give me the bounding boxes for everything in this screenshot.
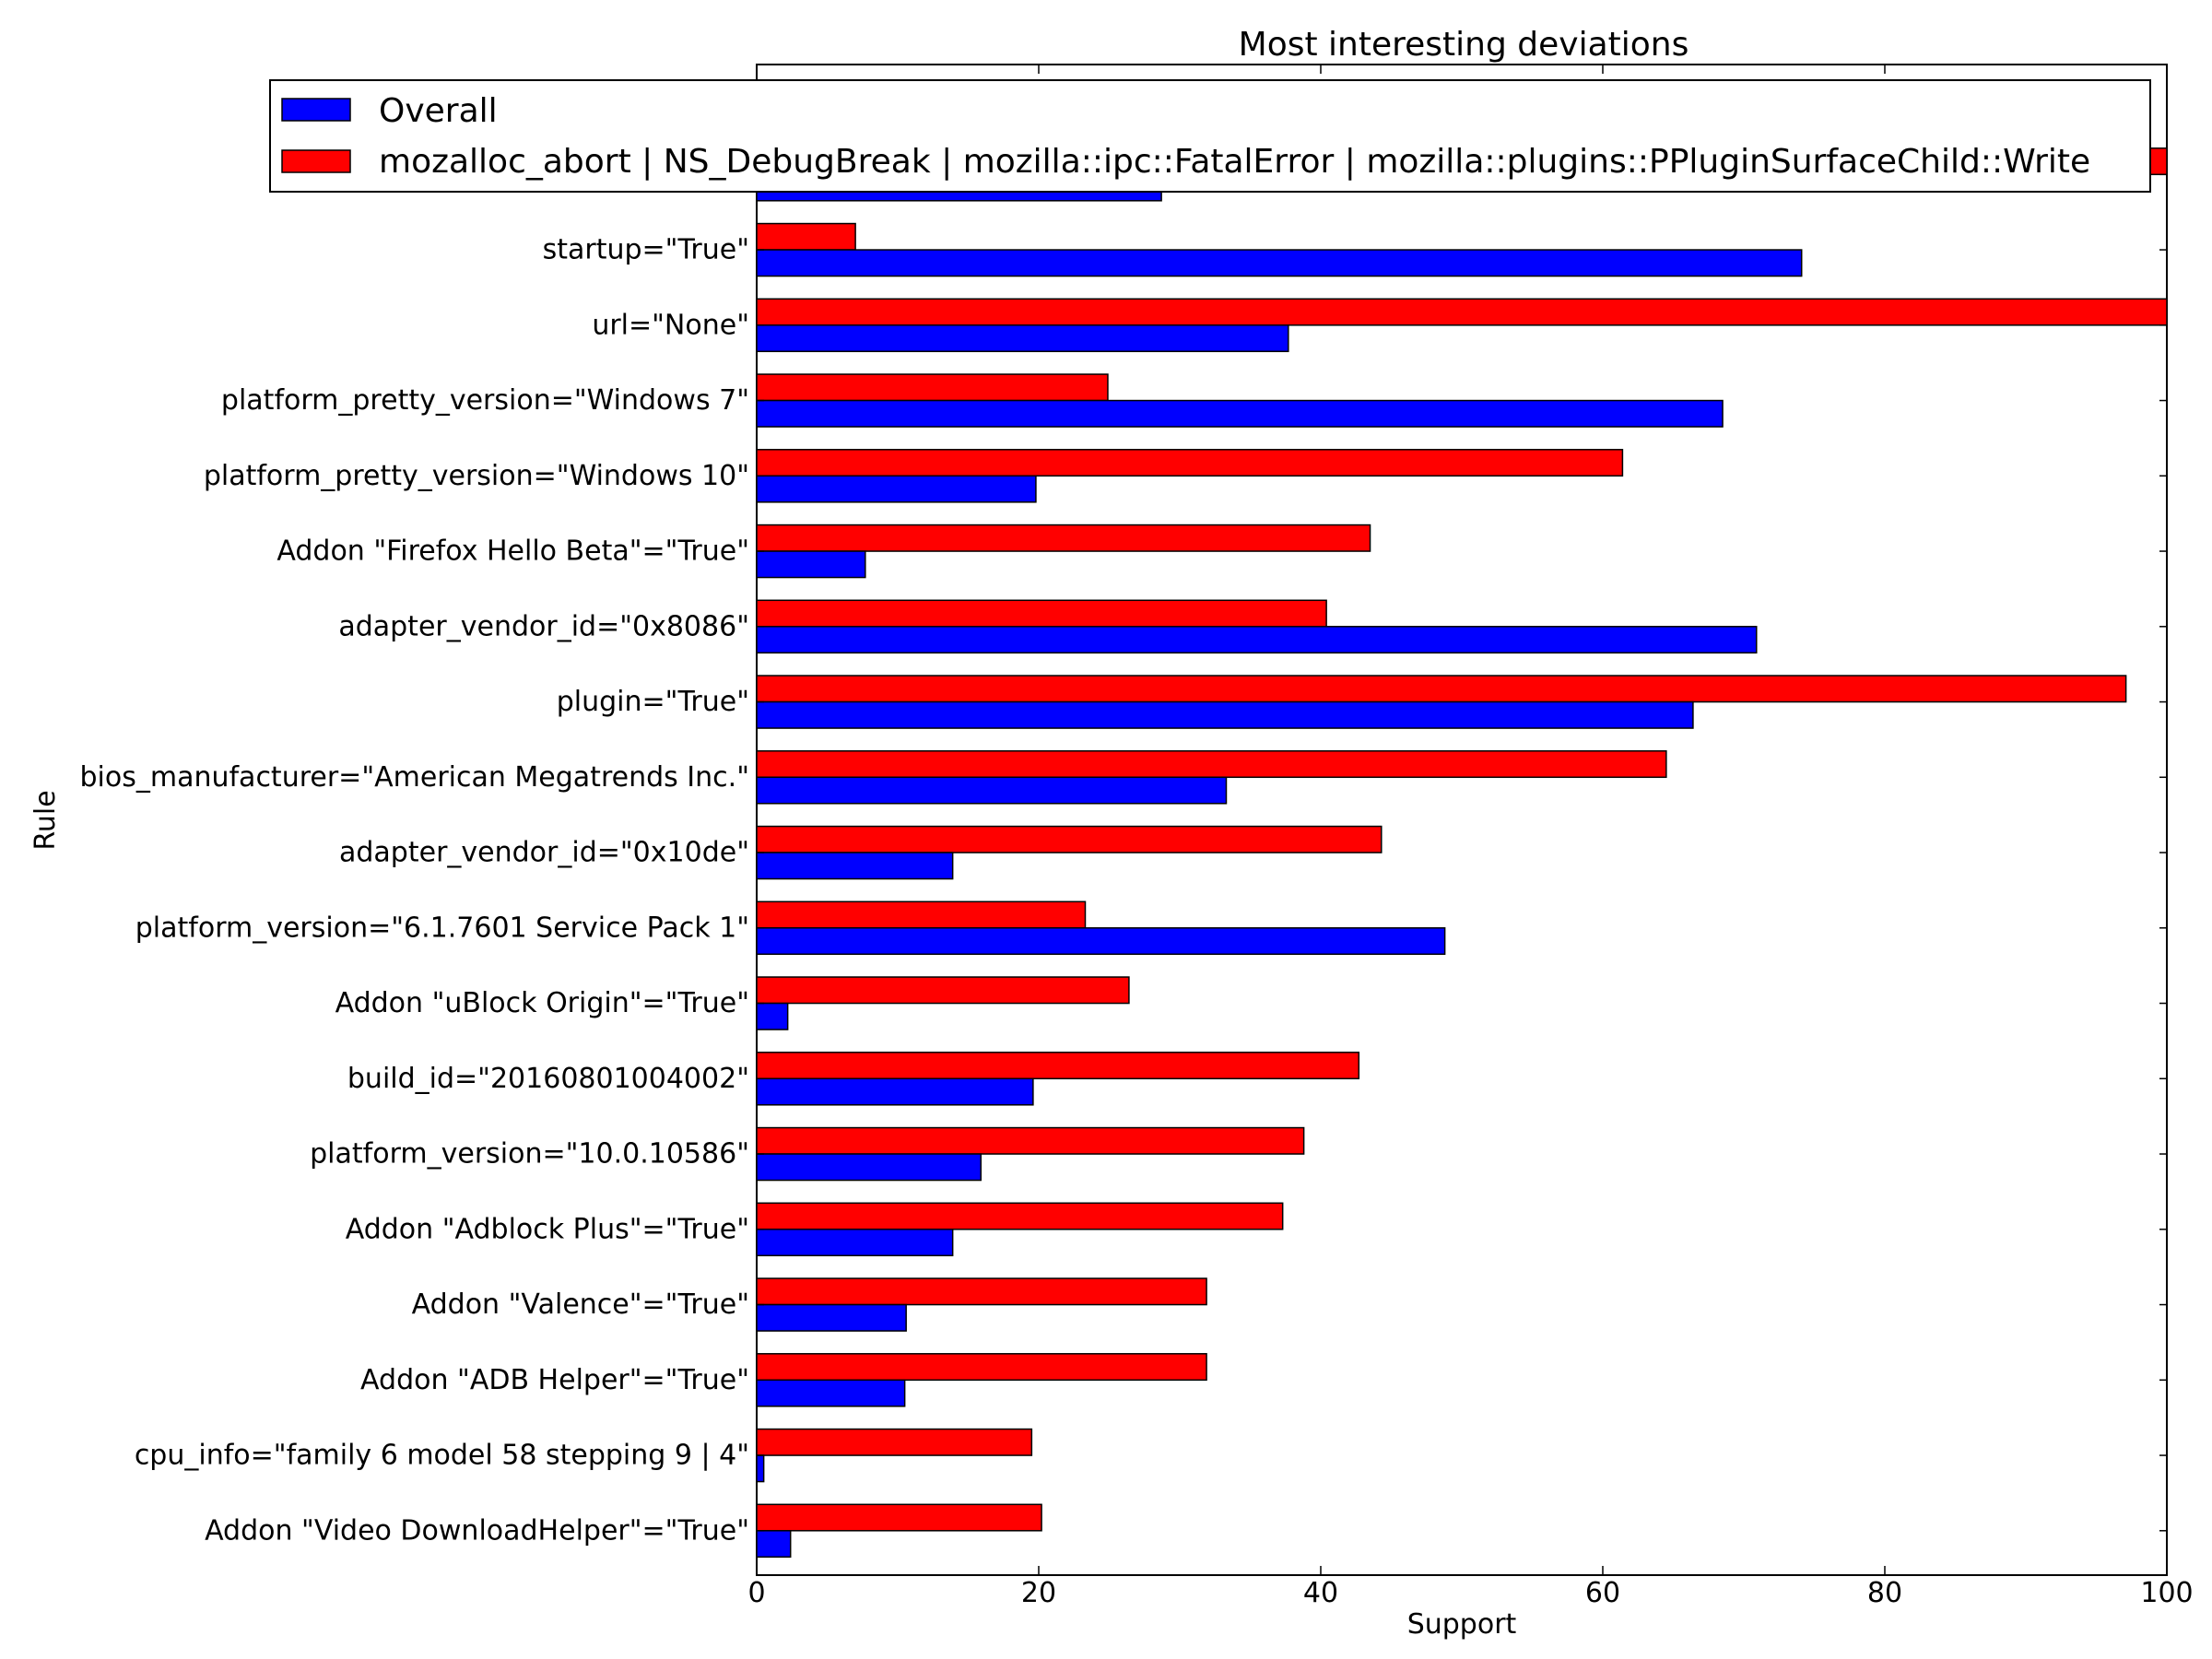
bar-signature	[756, 524, 1371, 552]
bar-overall	[756, 700, 1694, 729]
y-axis-label: Rule	[29, 790, 62, 850]
y-tick-label: platform_version="10.0.10586"	[310, 1138, 749, 1171]
bar-signature	[756, 449, 1624, 477]
y-tick-label: url="None"	[592, 309, 749, 341]
y-tick-label: Addon "ADB Helper"="True"	[360, 1364, 749, 1396]
plot-area-frame	[756, 64, 2168, 1576]
bar-overall	[756, 1303, 907, 1332]
bar-overall	[756, 1530, 792, 1559]
y-tick-label: Addon "Adblock Plus"="True"	[346, 1213, 749, 1245]
x-axis-ticks: 0 20 40 60 80 100	[747, 65, 2194, 1609]
y-tick-label: Addon "uBlock Origin"="True"	[335, 987, 749, 1019]
chart-title: Most interesting deviations	[1239, 26, 1689, 64]
bar-overall	[756, 1153, 982, 1182]
bar-signature	[756, 1202, 1284, 1230]
y-tick-label: platform_version="6.1.7601 Service Pack …	[135, 912, 749, 944]
bar-signature	[756, 1428, 1033, 1456]
y-axis-ticks: startup="True" url="None" platform_pretty_…	[80, 173, 2167, 1547]
legend-swatch-signature	[281, 149, 351, 173]
bar-overall	[756, 1229, 954, 1257]
y-tick-label: build_id="20160801004002"	[347, 1063, 749, 1095]
bar-signature	[756, 976, 1130, 1005]
bar-overall	[756, 475, 1037, 503]
x-tick-label: 40	[1303, 1577, 1338, 1609]
bar-overall	[756, 1002, 789, 1030]
x-tick-label: 100	[2140, 1577, 2193, 1609]
legend-swatch-overall	[281, 98, 351, 122]
bar-overall	[756, 852, 954, 880]
bar-signature	[756, 298, 2168, 326]
y-tick-label: adapter_vendor_id="0x8086"	[338, 610, 749, 642]
bar-overall	[756, 1379, 906, 1407]
bar-overall	[756, 927, 1446, 956]
legend: Overall mozalloc_abort | NS_DebugBreak |…	[269, 79, 2151, 193]
x-tick-label: 0	[747, 1577, 765, 1609]
x-tick-label: 60	[1585, 1577, 1620, 1609]
y-tick-label: startup="True"	[543, 234, 749, 266]
y-tick-label: Addon "Valence"="True"	[412, 1288, 749, 1321]
legend-box	[269, 79, 2151, 193]
bar-signature	[756, 373, 1109, 402]
x-axis-label: Support	[1407, 1608, 1517, 1641]
bar-overall	[756, 249, 1803, 277]
bar-signature	[756, 222, 856, 251]
bar-signature	[756, 599, 1327, 628]
y-tick-label: Addon "Firefox Hello Beta"="True"	[276, 535, 749, 568]
bar-overall	[756, 626, 1758, 654]
x-tick-label: 20	[1021, 1577, 1056, 1609]
y-tick-label: platform_pretty_version="Windows 7"	[221, 384, 749, 417]
y-tick-label: bios_manufacturer="American Megatrends I…	[80, 761, 750, 794]
y-tick-label: Addon "Video DownloadHelper"="True"	[205, 1514, 749, 1547]
bar-signature	[756, 900, 1087, 929]
bar-overall	[756, 1077, 1034, 1106]
bar-signature	[756, 1353, 1207, 1382]
x-tick-label: 80	[1867, 1577, 1902, 1609]
y-tick-label: plugin="True"	[557, 686, 749, 718]
y-tick-label: platform_pretty_version="Windows 10"	[204, 460, 749, 492]
bar-signature	[756, 1126, 1305, 1155]
bar-signature	[756, 1503, 1042, 1532]
legend-label-signature: mozalloc_abort | NS_DebugBreak | mozilla…	[379, 143, 2090, 181]
bar-signature	[756, 1052, 1360, 1080]
y-tick-label: cpu_info="family 6 model 58 stepping 9 |…	[135, 1440, 749, 1472]
bar-overall	[756, 1454, 765, 1483]
bar-signature	[756, 825, 1382, 853]
bar-signature	[756, 1277, 1207, 1306]
bar-overall	[756, 550, 866, 579]
bar-overall	[756, 776, 1228, 805]
y-tick-label: adapter_vendor_id="0x10de"	[339, 837, 749, 869]
legend-label-overall: Overall	[379, 92, 498, 130]
bar-overall	[756, 399, 1724, 428]
bar-overall	[756, 324, 1289, 353]
bar-signature	[756, 675, 2127, 703]
bar-signature	[756, 750, 1667, 779]
